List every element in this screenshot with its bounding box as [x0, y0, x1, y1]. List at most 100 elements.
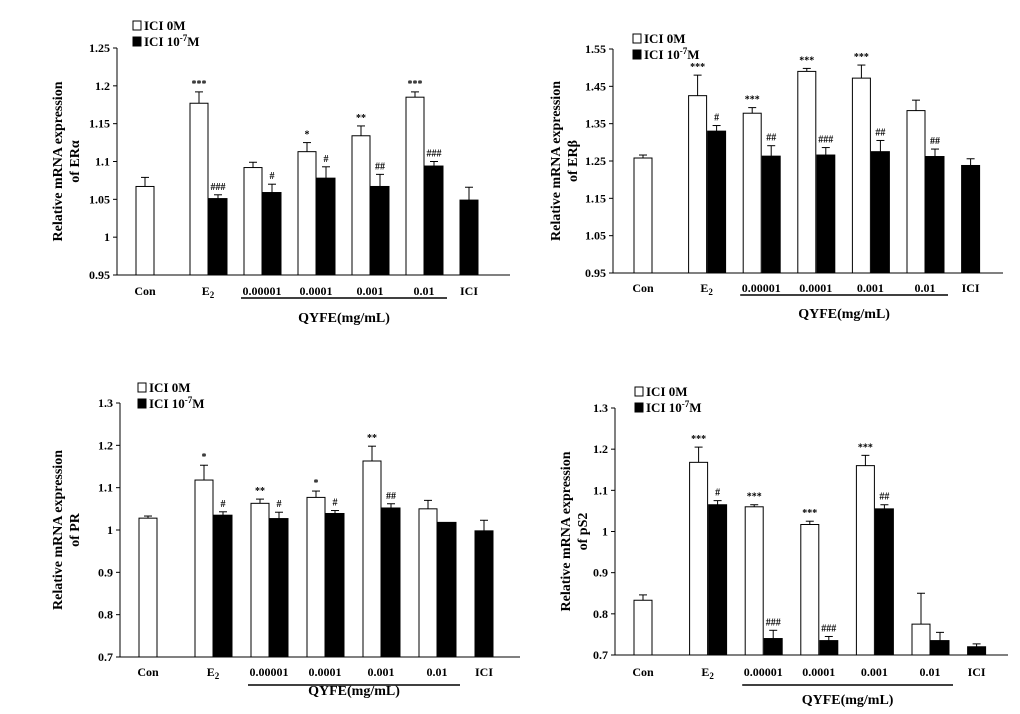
category-label: 0.00001 — [742, 281, 781, 295]
bar-ici-0m — [742, 112, 762, 274]
significance-mark: *** — [408, 79, 423, 90]
significance-mark: ### — [821, 623, 836, 634]
y-tick-label: 1 — [107, 523, 113, 537]
bar-ici-10-7m — [708, 504, 728, 656]
y-tick-label: 1.1 — [98, 481, 113, 495]
y-axis-label: Relative mRNA expression of ERα — [51, 81, 83, 241]
y-tick-label: 0.95 — [585, 266, 606, 280]
y-tick-label: 1.3 — [593, 401, 608, 415]
bar-ici-0m — [138, 517, 158, 658]
category-label: 0.001 — [861, 665, 888, 679]
bar-ici-0m — [797, 70, 817, 274]
y-tick-label: 1.05 — [89, 192, 110, 206]
y-tick-label: 0.9 — [593, 566, 608, 580]
legend-label: ICI 10-7M — [646, 399, 702, 415]
significance-mark: *** — [854, 52, 869, 63]
bar-ici-10-7m — [269, 518, 289, 658]
category-label: Con — [632, 665, 654, 679]
bar-ici-0m — [135, 185, 155, 276]
category-label: 0.01 — [414, 284, 435, 298]
category-label: 0.001 — [357, 284, 384, 298]
bar-ici-0m — [189, 102, 209, 276]
bar-ici-0m — [855, 465, 875, 656]
y-tick-label: 1.15 — [585, 191, 606, 205]
y-tick-label: 1.15 — [89, 117, 110, 131]
significance-mark: * — [305, 130, 310, 141]
group-label: QYFE(mg/mL) — [798, 307, 890, 322]
bar-ici-10-7m — [208, 198, 228, 276]
significance-mark: *** — [690, 62, 705, 73]
y-tick-label: 0.7 — [98, 650, 113, 664]
y-tick-label: 0.95 — [89, 268, 110, 282]
chart-panel-er-beta: 0.95 1.05 1.15 1.25 1.35 1.45 1.55 Relative mRN… — [549, 31, 1003, 322]
bar-ici-10-7m — [459, 199, 479, 276]
bar-ici-0m — [351, 135, 371, 276]
category-label: 0.00001 — [250, 665, 289, 679]
bar-ici-10-7m — [763, 638, 783, 656]
legend-swatch — [634, 386, 644, 397]
significance-mark: # — [714, 113, 719, 124]
category-label: 0.01 — [427, 665, 448, 679]
legend-label: ICI 0M — [646, 384, 688, 399]
category-label: 0.001 — [368, 665, 395, 679]
legend-swatch — [632, 49, 642, 60]
category-label: 0.001 — [857, 281, 884, 295]
bar-ici-10-7m — [316, 177, 336, 276]
bar-ici-0m — [297, 151, 317, 276]
y-tick-label: 1 — [602, 525, 608, 539]
bar-ici-10-7m — [213, 514, 233, 658]
bar-ici-0m — [688, 95, 708, 274]
category-label: 0.0001 — [309, 665, 342, 679]
bar-ici-10-7m — [870, 151, 890, 274]
y-tick-label: 1.55 — [585, 42, 606, 56]
bar-ici-0m — [744, 506, 764, 656]
significance-mark: ## — [879, 492, 889, 503]
significance-mark: *** — [858, 442, 873, 453]
category-label: ICI — [962, 281, 980, 295]
significance-mark: ## — [766, 133, 776, 144]
y-tick-label: 1.45 — [585, 79, 606, 93]
significance-mark: ### — [427, 149, 442, 160]
legend-label: ICI 10-7M — [644, 46, 700, 62]
bar-ici-0m — [906, 110, 926, 274]
bar-ici-0m — [689, 461, 709, 656]
significance-mark: *** — [802, 508, 817, 519]
legend-label: ICI 10-7M — [149, 395, 205, 411]
category-label: 0.01 — [915, 281, 936, 295]
bar-ici-10-7m — [816, 154, 836, 274]
y-tick-label: 1 — [104, 230, 110, 244]
y-tick-label: 0.9 — [98, 565, 113, 579]
legend-label: ICI 10-7M — [144, 33, 200, 49]
y-tick-label: 1.05 — [585, 229, 606, 243]
significance-mark: ** — [255, 486, 265, 497]
category-label: 0.0001 — [802, 665, 835, 679]
bar-ici-10-7m — [925, 156, 945, 274]
bar-ici-10-7m — [424, 165, 444, 276]
chart-panel-pr: 0.7 0.8 0.9 1 1.1 1.2 1.3 Relative mRNA express… — [51, 380, 520, 699]
significance-mark: ** — [356, 113, 366, 124]
legend-label: ICI 0M — [144, 18, 186, 33]
significance-mark: # — [333, 498, 338, 509]
category-label: Con — [632, 281, 654, 295]
bar-ici-0m — [851, 77, 871, 274]
category-label: Con — [134, 284, 156, 298]
bar-ici-10-7m — [874, 508, 894, 656]
legend-swatch — [632, 33, 642, 44]
bar-ici-0m — [800, 524, 820, 656]
chart-panel-er-alpha: 0.95 1 1.05 1.1 1.15 1.2 1.25 Relative mRNA exp… — [51, 18, 510, 326]
y-axis-label: Relative mRNA expression of ERβ — [549, 81, 581, 241]
category-label: E2 — [207, 665, 220, 681]
bar-ici-0m — [250, 502, 270, 658]
significance-mark: ## — [386, 491, 396, 502]
significance-mark: ## — [930, 136, 940, 147]
bar-ici-10-7m — [819, 640, 839, 656]
bar-ici-0m — [243, 167, 263, 276]
y-tick-label: 1.2 — [98, 438, 113, 452]
y-axis-label: Relative mRNA expression of PR — [51, 450, 83, 610]
significance-mark: * — [202, 452, 207, 463]
significance-mark: # — [270, 171, 275, 182]
bar-ici-10-7m — [761, 155, 781, 274]
category-label: E2 — [701, 665, 714, 681]
y-tick-label: 0.7 — [593, 648, 608, 662]
